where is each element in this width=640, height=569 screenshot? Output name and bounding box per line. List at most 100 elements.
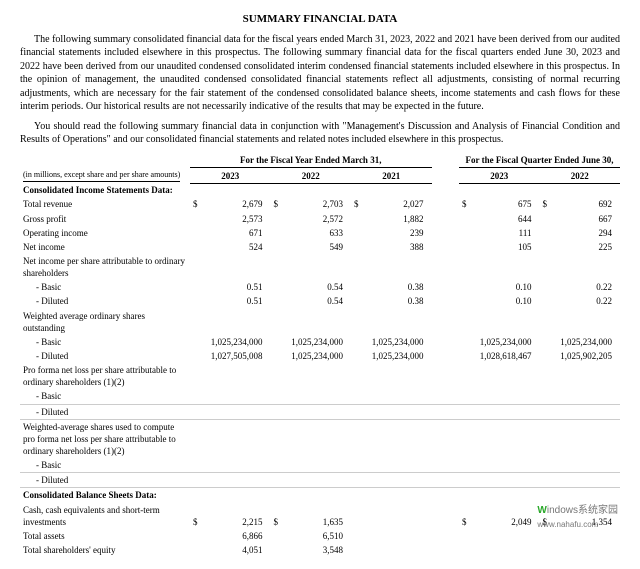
intro-paragraph-1: The following summary consolidated finan… <box>20 33 620 114</box>
total-revenue-label: Total revenue <box>20 197 190 211</box>
value-cell: 6,510 <box>281 529 351 543</box>
cash-label: Cash, cash equivalents and short-term in… <box>20 503 190 529</box>
dollar-sign: $ <box>540 197 551 211</box>
net-income-label: Net income <box>20 240 190 254</box>
value-cell: 6,866 <box>201 529 271 543</box>
financial-table: For the Fiscal Year Ended March 31, For … <box>20 153 620 557</box>
value-cell: 1,025,234,000 <box>362 335 432 349</box>
group-header-row: For the Fiscal Year Ended March 31, For … <box>20 153 620 168</box>
row-total-revenue: Total revenue $2,679 $2,703 $2,027 $675 … <box>20 197 620 211</box>
value-cell: 1,635 <box>281 503 351 529</box>
value-cell: 239 <box>362 226 432 240</box>
nipsh-label: Net income per share attributable to ord… <box>20 254 190 280</box>
value-cell: 4,051 <box>201 543 271 557</box>
pf-netloss-label: Pro forma net loss per share attributabl… <box>20 363 190 389</box>
value-cell: 294 <box>550 226 620 240</box>
units-note: (in millions, except share and per share… <box>23 170 180 182</box>
value-cell: 0.51 <box>201 294 271 308</box>
basic-label: - Basic <box>20 335 190 349</box>
row-equity: Total shareholders' equity 4,051 3,548 <box>20 543 620 557</box>
value-cell: 1,025,234,000 <box>362 349 432 363</box>
value-cell: 1,025,234,000 <box>281 349 351 363</box>
row-pf-basic: - Basic <box>20 389 620 404</box>
page-title: SUMMARY FINANCIAL DATA <box>20 12 620 27</box>
col-2023: 2023 <box>190 167 271 183</box>
gross-profit-label: Gross profit <box>20 212 190 226</box>
value-cell: 3,548 <box>281 543 351 557</box>
row-cash: Cash, cash equivalents and short-term in… <box>20 503 620 529</box>
basic-label: - Basic <box>20 280 190 294</box>
value-cell: 633 <box>281 226 351 240</box>
col-2022: 2022 <box>271 167 352 183</box>
row-shares-basic: - Basic 1,025,234,000 1,025,234,000 1,02… <box>20 335 620 349</box>
diluted-label: - Diluted <box>20 294 190 308</box>
row-net-income: Net income 524 549 388 105 225 <box>20 240 620 254</box>
value-cell: 1,025,234,000 <box>470 335 540 349</box>
dollar-sign: $ <box>271 503 282 529</box>
value-cell: 1,025,902,205 <box>550 349 620 363</box>
value-cell: 1,025,234,000 <box>201 335 271 349</box>
value-cell: 2,703 <box>281 197 351 211</box>
dollar-sign: $ <box>351 197 362 211</box>
value-cell: 1,027,505,008 <box>201 349 271 363</box>
value-cell: 549 <box>281 240 351 254</box>
value-cell: 675 <box>470 197 540 211</box>
value-cell: 0.38 <box>362 280 432 294</box>
row-pf-diluted: - Diluted <box>20 404 620 419</box>
value-cell: 0.51 <box>201 280 271 294</box>
diluted-label: - Diluted <box>20 349 190 363</box>
year-header-row: (in millions, except share and per share… <box>20 167 620 183</box>
value-cell: 0.10 <box>470 280 540 294</box>
value-cell: 692 <box>550 197 620 211</box>
dollar-sign: $ <box>190 197 201 211</box>
value-cell: 388 <box>362 240 432 254</box>
col-q2022: 2022 <box>540 167 621 183</box>
row-eps-diluted: - Diluted 0.51 0.54 0.38 0.10 0.22 <box>20 294 620 308</box>
value-cell: 1,882 <box>362 212 432 226</box>
fiscal-quarter-header: For the Fiscal Quarter Ended June 30, <box>459 153 620 168</box>
row-wa-diluted: - Diluted <box>20 473 620 488</box>
value-cell: 0.54 <box>281 294 351 308</box>
value-cell: 111 <box>470 226 540 240</box>
section-income-statements: Consolidated Income Statements Data: <box>20 183 620 197</box>
row-pf-netloss-header: Pro forma net loss per share attributabl… <box>20 363 620 389</box>
row-operating-income: Operating income 671 633 239 111 294 <box>20 226 620 240</box>
value-cell: 0.10 <box>470 294 540 308</box>
value-cell: 2,679 <box>201 197 271 211</box>
col-q2023: 2023 <box>459 167 540 183</box>
row-eps-basic: - Basic 0.51 0.54 0.38 0.10 0.22 <box>20 280 620 294</box>
row-gross-profit: Gross profit 2,573 2,572 1,882 644 667 <box>20 212 620 226</box>
value-cell: 0.38 <box>362 294 432 308</box>
dollar-sign: $ <box>459 503 470 529</box>
row-waos-header: Weighted average ordinary shares outstan… <box>20 309 620 335</box>
row-shares-diluted: - Diluted 1,027,505,008 1,025,234,000 1,… <box>20 349 620 363</box>
value-cell: 1,028,618,467 <box>470 349 540 363</box>
diluted-label: - Diluted <box>20 404 190 419</box>
wa-shares-label: Weighted-average shares used to compute … <box>20 419 190 458</box>
op-income-label: Operating income <box>20 226 190 240</box>
row-wa-shares-header: Weighted-average shares used to compute … <box>20 419 620 458</box>
dollar-sign: $ <box>271 197 282 211</box>
dollar-sign: $ <box>190 503 201 529</box>
value-cell: 524 <box>201 240 271 254</box>
row-wa-basic: - Basic <box>20 458 620 473</box>
cis-label: Consolidated Income Statements Data: <box>20 183 190 197</box>
watermark-url: www.nahafu.com <box>537 520 598 529</box>
row-total-assets: Total assets 6,866 6,510 <box>20 529 620 543</box>
diluted-label: - Diluted <box>20 473 190 488</box>
total-assets-label: Total assets <box>20 529 190 543</box>
value-cell: 644 <box>470 212 540 226</box>
value-cell: 2,027 <box>362 197 432 211</box>
col-2021: 2021 <box>351 167 432 183</box>
value-cell: 0.54 <box>281 280 351 294</box>
cbs-label: Consolidated Balance Sheets Data: <box>20 488 190 503</box>
value-cell: 1,025,234,000 <box>550 335 620 349</box>
basic-label: - Basic <box>20 389 190 404</box>
dollar-sign: $ <box>459 197 470 211</box>
basic-label: - Basic <box>20 458 190 473</box>
value-cell: 2,215 <box>201 503 271 529</box>
value-cell: 0.22 <box>550 294 620 308</box>
intro-paragraph-2: You should read the following summary fi… <box>20 120 620 147</box>
equity-label: Total shareholders' equity <box>20 543 190 557</box>
waos-label: Weighted average ordinary shares outstan… <box>20 309 190 335</box>
